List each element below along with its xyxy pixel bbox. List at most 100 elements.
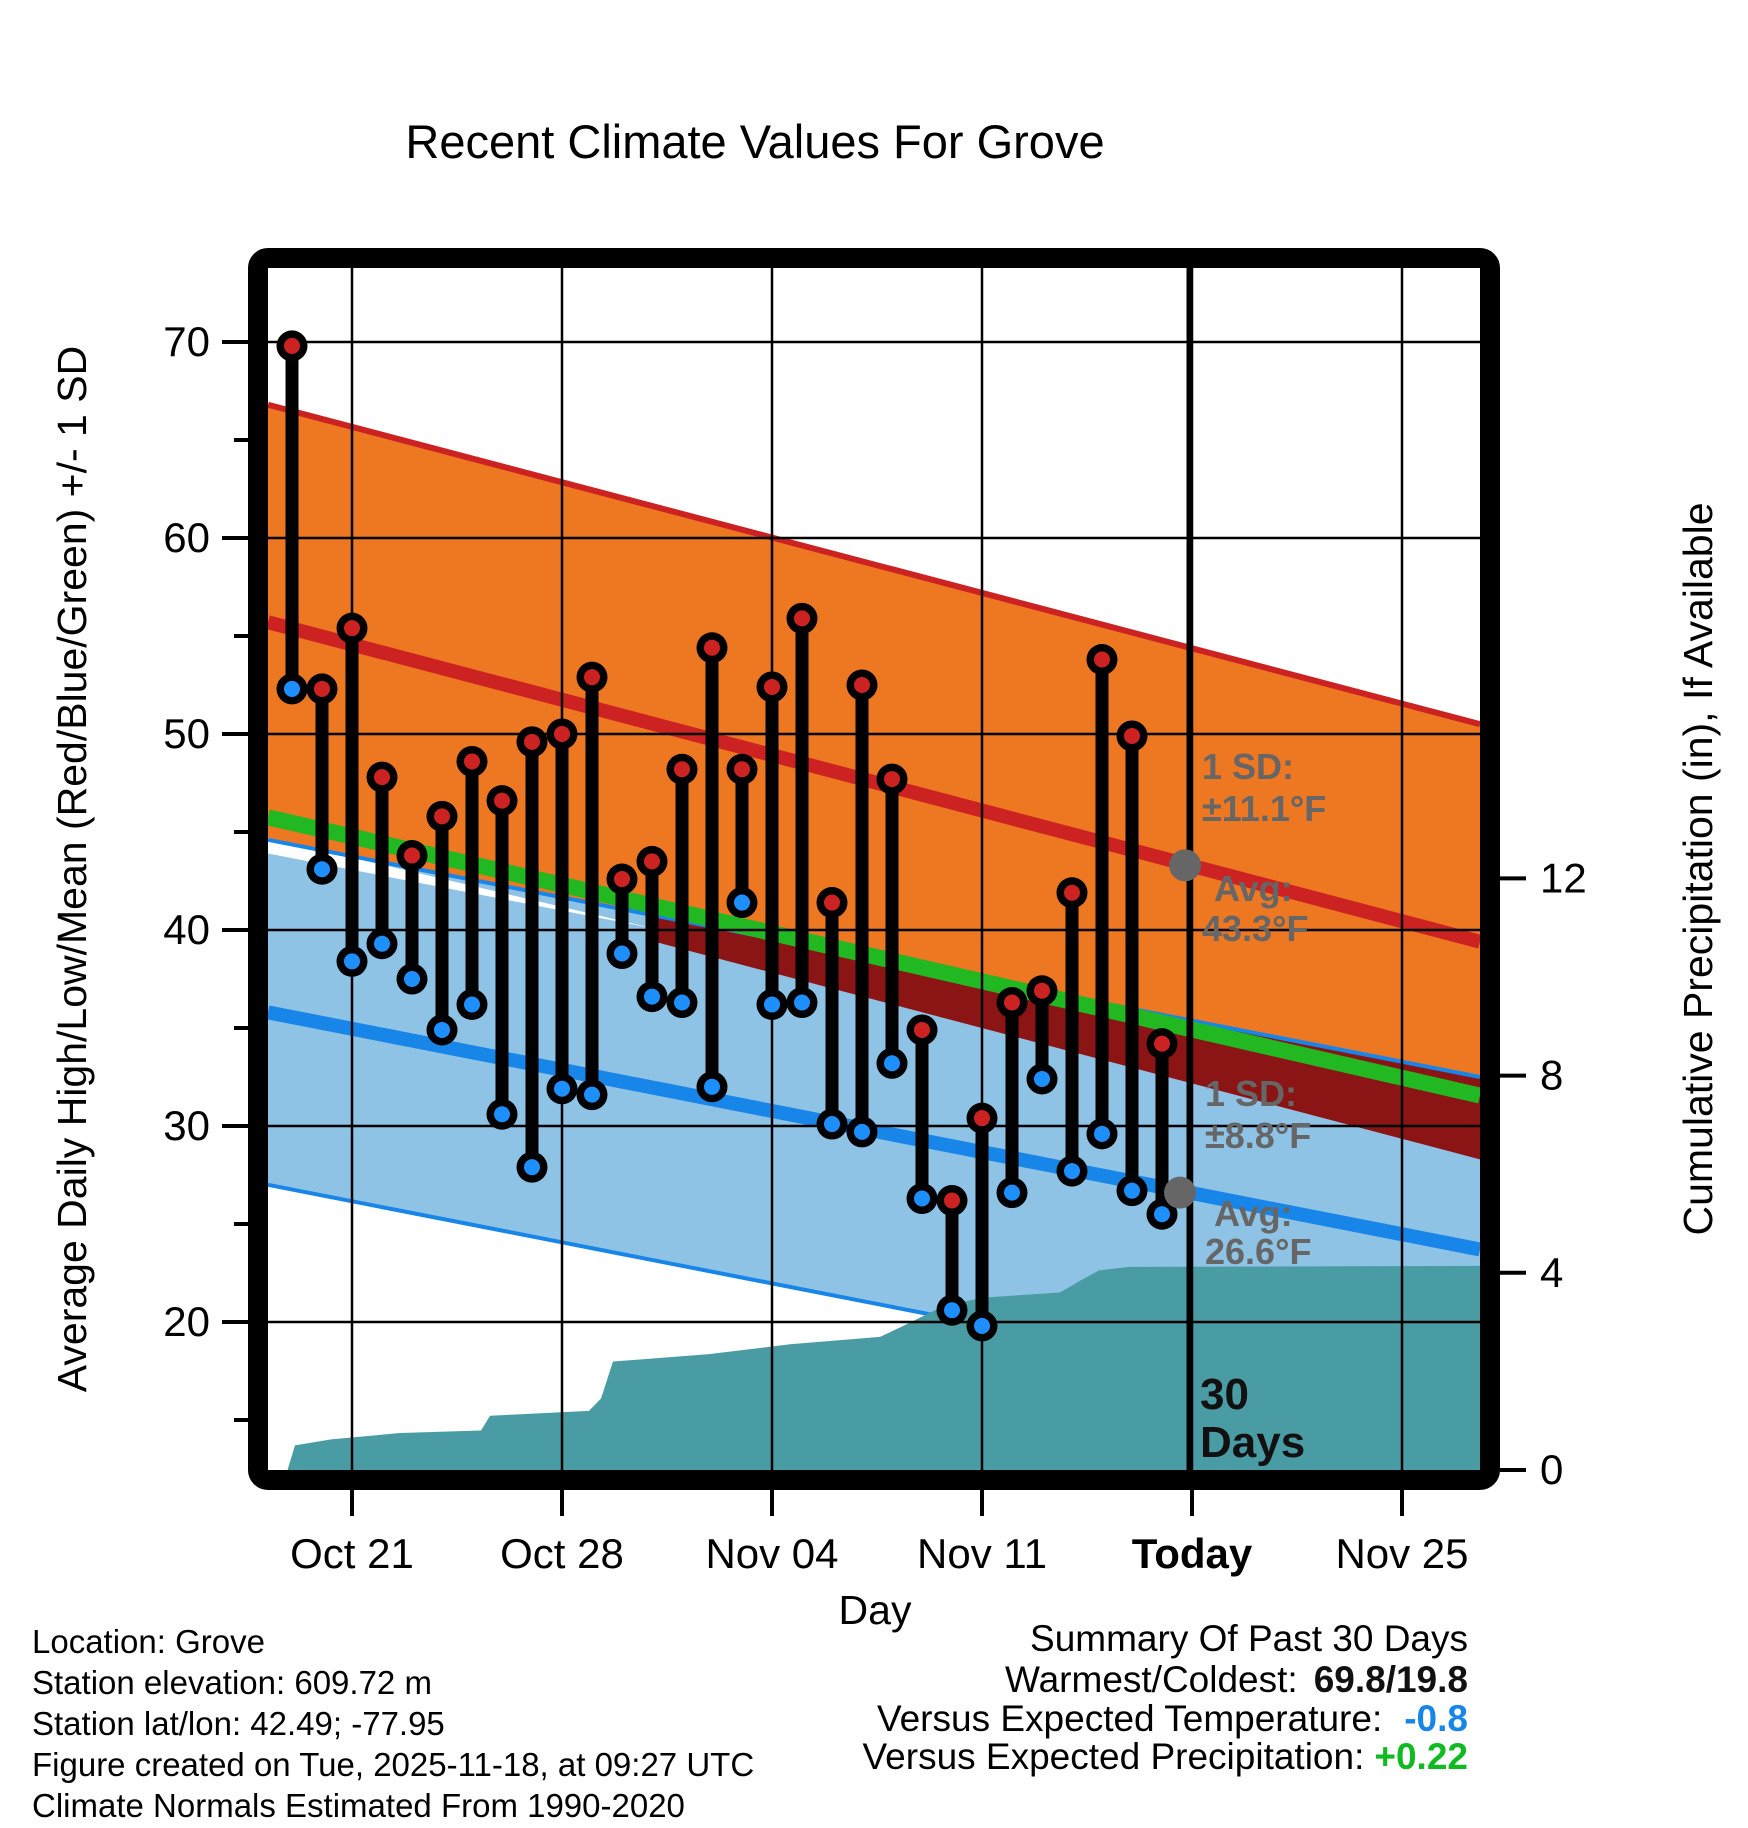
y-left-tick-label-70: 70	[163, 318, 210, 365]
dumbbell-nov-07	[846, 669, 878, 1148]
low-dot	[314, 861, 330, 878]
y-right-tick-label-0: 0	[1540, 1446, 1563, 1493]
dumbbell-oct-23	[396, 840, 428, 995]
high-dot	[884, 771, 900, 788]
low-dot	[764, 996, 780, 1013]
dumbbell-oct-19	[276, 330, 308, 705]
cumulative-precip-area	[287, 1265, 1480, 1470]
sd-low-annotation-line2: ±8.8°F	[1205, 1115, 1311, 1156]
sd-high-annotation-line2: ±11.1°F	[1202, 788, 1326, 829]
footer-created: Figure created on Tue, 2025-11-18, at 09…	[32, 1746, 754, 1783]
high-dot	[944, 1192, 960, 1209]
high-dot	[494, 792, 510, 809]
dumbbell-nov-02	[696, 632, 728, 1103]
y-left-tick-label-30: 30	[163, 1102, 210, 1149]
dumbbell-oct-20	[306, 673, 338, 885]
avg-low-annotation-line2: 26.6°F	[1205, 1231, 1311, 1272]
low-dot	[974, 1317, 990, 1334]
low-dot	[614, 945, 630, 962]
low-dot	[734, 894, 750, 911]
low-dot	[464, 996, 480, 1013]
low-dot	[854, 1123, 870, 1140]
low-dot	[884, 1055, 900, 1072]
low-dot	[524, 1159, 540, 1176]
low-dot	[1124, 1182, 1140, 1199]
dumbbell-nov-11	[966, 1102, 998, 1342]
high-dot	[344, 620, 360, 637]
daily-dumbbell-layer	[276, 330, 1178, 1342]
high-dot	[404, 847, 420, 864]
summary-vs-temperature-value: -0.8	[1404, 1698, 1468, 1739]
high-dot	[1034, 982, 1050, 999]
high-dot	[824, 894, 840, 911]
summary-title: Summary Of Past 30 Days	[1030, 1618, 1468, 1659]
high-dot	[1124, 727, 1140, 744]
high-dot	[314, 680, 330, 697]
x-tick-label-nov-25: Nov 25	[1335, 1530, 1468, 1577]
low-dot	[704, 1078, 720, 1095]
dumbbell-oct-21	[336, 612, 368, 977]
dumbbell-oct-26	[486, 785, 518, 1130]
low-dot	[434, 1021, 450, 1038]
low-dot	[1004, 1184, 1020, 1201]
x-tick-label-nov-04: Nov 04	[705, 1530, 838, 1577]
dumbbell-nov-09	[906, 1014, 938, 1215]
low-dot	[1034, 1070, 1050, 1087]
high-dot	[374, 769, 390, 786]
low-dot	[1064, 1163, 1080, 1180]
dumbbell-oct-25	[456, 745, 488, 1020]
high-dot	[644, 853, 660, 870]
footer-normals: Climate Normals Estimated From 1990-2020	[32, 1787, 685, 1824]
y-right-tick-label-8: 8	[1540, 1052, 1563, 1099]
high-dot	[914, 1021, 930, 1038]
avg-low-marker	[1164, 1176, 1196, 1209]
y-left-tick-label-50: 50	[163, 710, 210, 757]
low-dot	[824, 1116, 840, 1133]
summary-warmest-coldest: Warmest/Coldest: 69.8/19.8	[1005, 1659, 1468, 1700]
precip-area-layer	[287, 1265, 1480, 1470]
dumbbell-oct-22	[366, 761, 398, 960]
high-dot	[434, 808, 450, 825]
summary-vs-precipitation: Versus Expected Precipitation: +0.22	[863, 1736, 1468, 1777]
low-dot	[404, 971, 420, 987]
avg-high-annotation-line1: Avg:	[1214, 868, 1293, 909]
low-dot	[1154, 1206, 1170, 1223]
dumbbell-nov-12	[996, 987, 1028, 1209]
high-dot	[704, 639, 720, 656]
high-dot	[284, 337, 300, 354]
high-dot	[734, 761, 750, 778]
low-dot	[374, 935, 390, 952]
avg-high-marker	[1169, 849, 1202, 882]
y-right-tick-label-4: 4	[1540, 1249, 1563, 1296]
summary-vs-temperature-label: Versus Expected Temperature:	[877, 1698, 1382, 1739]
chart-title: Recent Climate Values For Grove	[405, 115, 1104, 168]
low-dot	[674, 994, 690, 1011]
high-dot	[1004, 994, 1020, 1011]
dumbbell-nov-01	[666, 753, 698, 1019]
high-band-top-edge	[267, 401, 1481, 728]
summary-warmest-coldest-value: 69.8/19.8	[1314, 1659, 1468, 1700]
low-dot	[644, 988, 660, 1005]
avg-low-annotation-line1: Avg:	[1214, 1193, 1293, 1234]
x-tick-label-nov-11: Nov 11	[917, 1530, 1047, 1577]
dumbbell-nov-16	[1116, 720, 1148, 1207]
dumbbell-nov-10	[936, 1184, 968, 1326]
y-left-axis-label: Average Daily High/Low/Mean (Red/Blue/Gr…	[49, 346, 95, 1392]
high-dot	[1154, 1035, 1170, 1052]
y-right-tick-label-12: 12	[1540, 854, 1587, 901]
dumbbell-oct-28	[546, 718, 578, 1105]
low-dot	[944, 1302, 960, 1319]
sd-high-annotation-line1: 1 SD:	[1202, 746, 1294, 787]
low-dot	[554, 1080, 570, 1097]
avg-marker-layer	[1164, 849, 1202, 1209]
high-dot	[764, 678, 780, 695]
summary-vs-temperature: Versus Expected Temperature: -0.8	[877, 1698, 1468, 1739]
x-axis-label: Day	[839, 1587, 912, 1633]
high-dot	[794, 610, 810, 627]
y-left-tick-label-20: 20	[163, 1298, 210, 1345]
dumbbell-nov-14	[1056, 877, 1088, 1187]
low-dot	[584, 1086, 600, 1103]
summary-vs-precipitation-label: Versus Expected Precipitation:	[863, 1736, 1365, 1777]
